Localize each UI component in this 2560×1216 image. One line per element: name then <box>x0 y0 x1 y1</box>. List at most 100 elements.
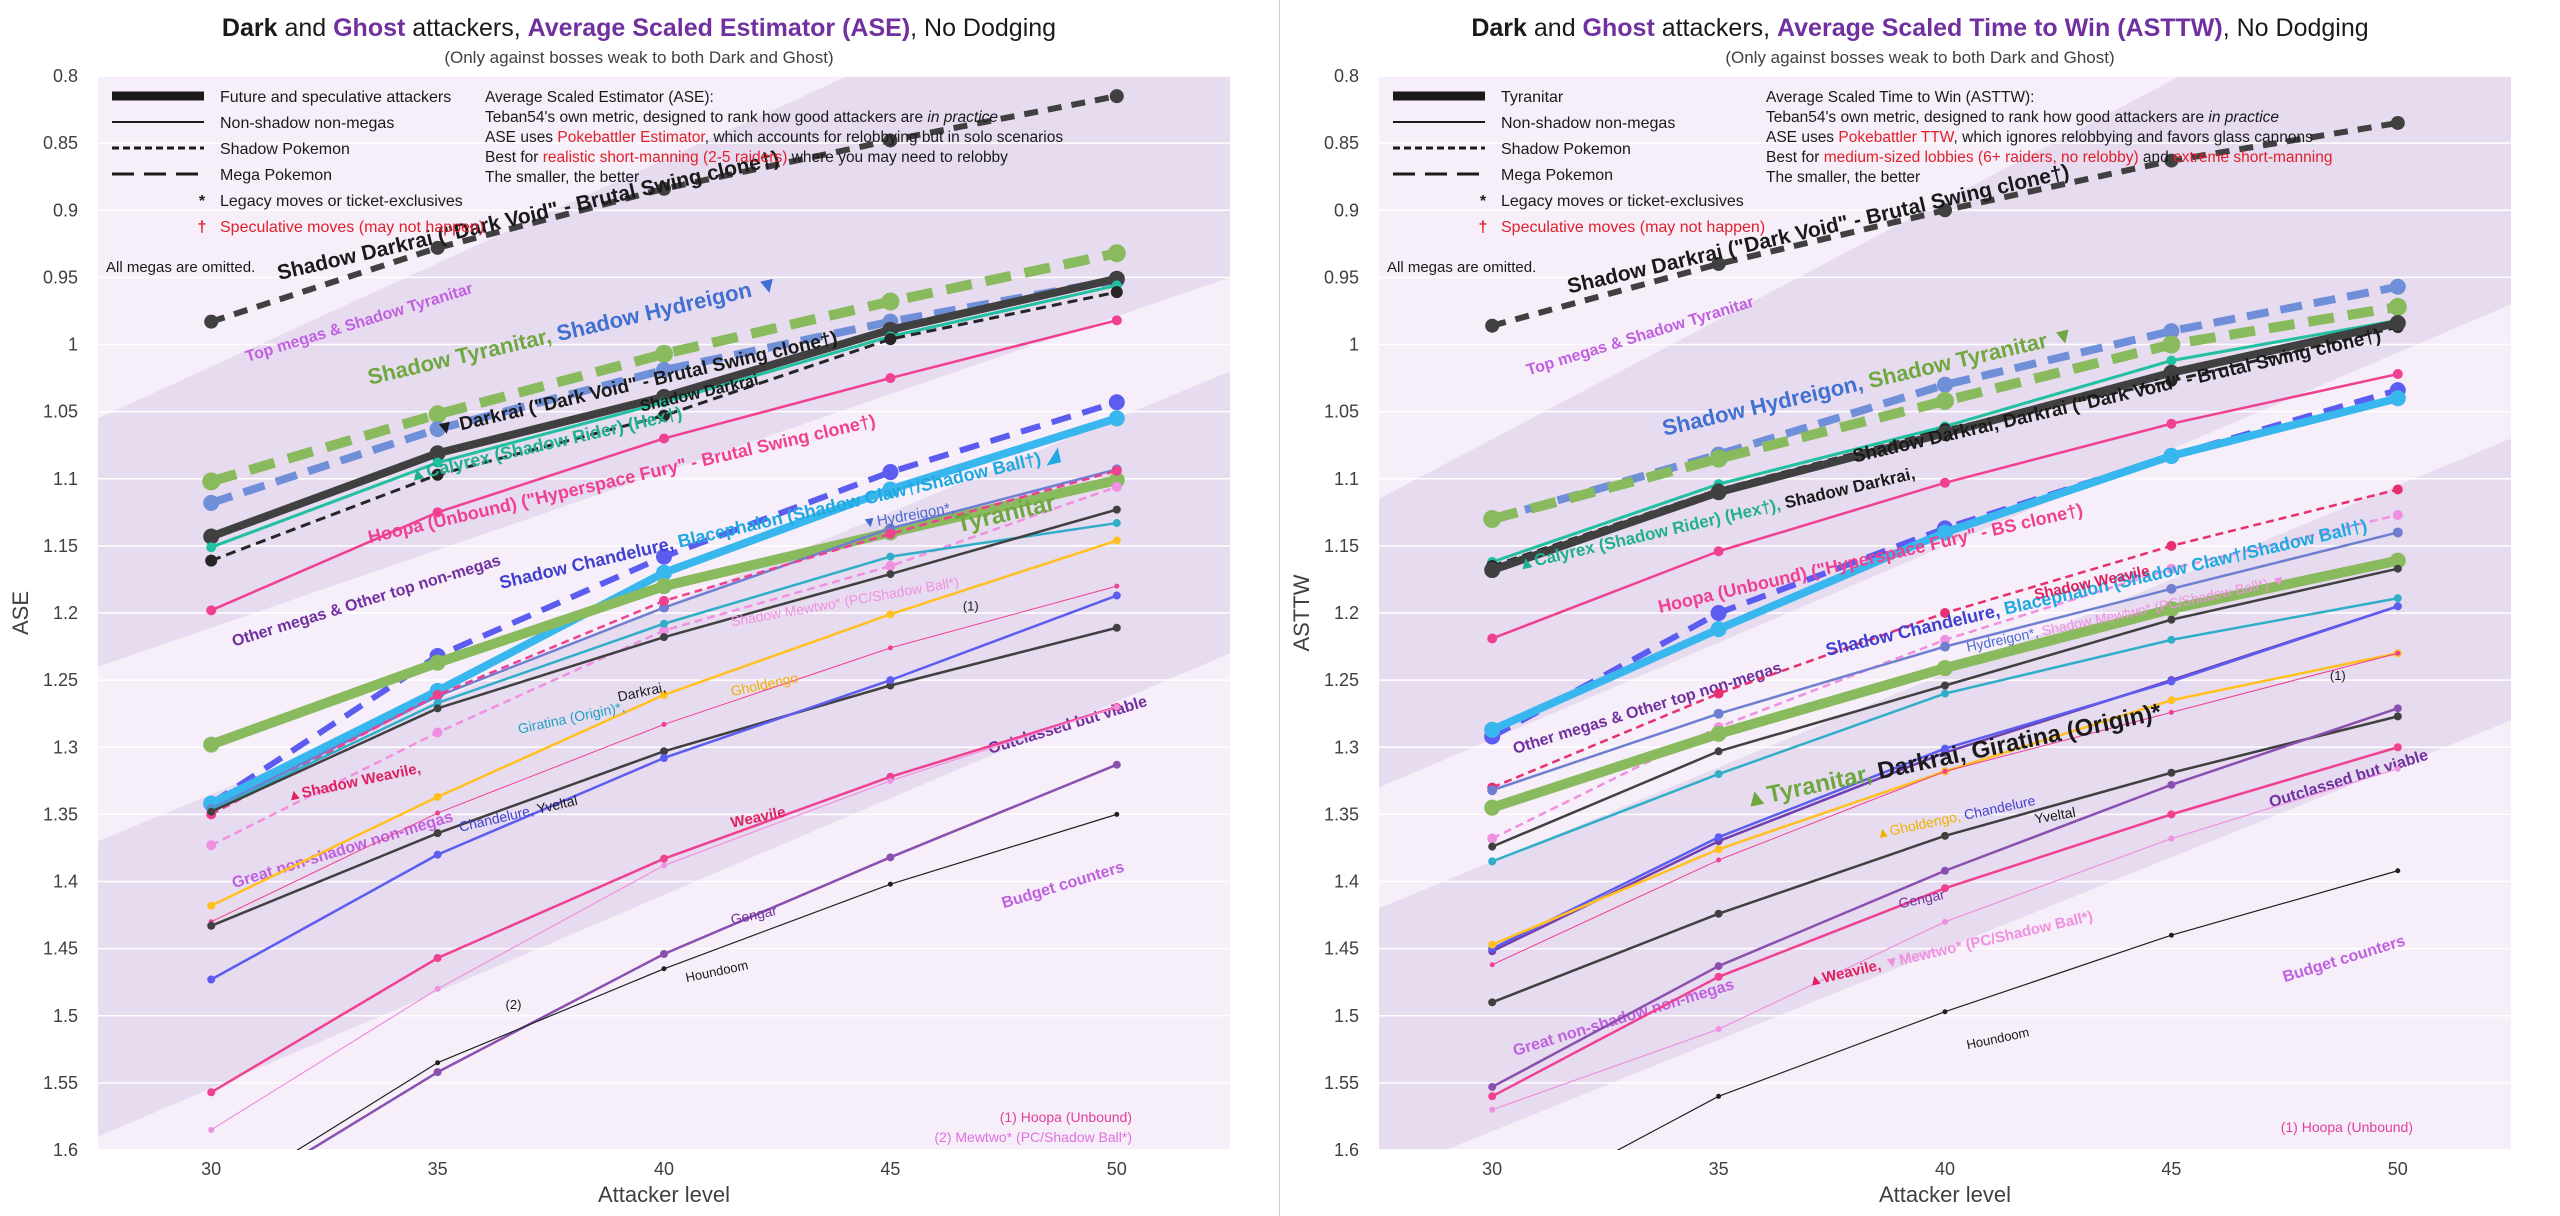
series-point <box>1716 1093 1722 1099</box>
series-point <box>886 853 895 862</box>
x-tick-label: 40 <box>654 1159 674 1179</box>
series-point <box>1714 833 1723 842</box>
series-point <box>1112 519 1121 528</box>
series-point <box>207 975 216 984</box>
series-point <box>656 362 672 379</box>
series-point <box>1488 1082 1497 1091</box>
legend-label: Non-shadow non-megas <box>220 115 394 132</box>
series-point <box>1484 562 1501 579</box>
series-point <box>1941 866 1949 875</box>
series-point <box>2163 364 2180 381</box>
series-point <box>432 457 443 468</box>
series-point <box>1111 465 1122 476</box>
x-tick-label: 30 <box>1482 1159 1502 1179</box>
y-tick-label: 1.3 <box>53 737 78 757</box>
x-tick-label: 35 <box>428 1159 448 1179</box>
series-point <box>2166 418 2177 429</box>
y-tick-label: 1.4 <box>1334 872 1359 892</box>
series-point <box>1112 623 1121 632</box>
series-point <box>1114 583 1120 589</box>
series-point <box>885 528 896 539</box>
y-tick-label: 1.55 <box>43 1073 78 1093</box>
megas-note: All megas are omitted. <box>1387 259 1536 276</box>
series-point <box>1941 831 1949 840</box>
series-point <box>661 721 667 727</box>
series-point <box>2394 765 2401 772</box>
description-part: , which accounts for relobbying but in s… <box>705 129 1064 146</box>
series-point <box>657 181 671 196</box>
title-dark: Dark <box>221 14 278 42</box>
series-point <box>1710 484 1727 501</box>
series-point <box>1937 376 1953 393</box>
series-point <box>1940 641 1950 652</box>
series-point <box>2395 650 2401 656</box>
description-part: Teban54's own metric, designed to rank h… <box>1766 109 2208 126</box>
series-point <box>887 881 893 887</box>
series-point <box>2168 835 2175 842</box>
series-point <box>1937 524 1953 541</box>
series-point <box>1483 510 1502 529</box>
series-point <box>661 966 667 972</box>
y-tick-label: 1.25 <box>1324 670 1359 690</box>
series-point <box>655 344 673 363</box>
annotation-part: Yveltal <box>2033 804 2076 827</box>
series-point <box>1110 286 1123 299</box>
series-point <box>656 548 672 565</box>
series-point <box>1714 909 1723 918</box>
series-point <box>202 472 221 491</box>
series-point <box>1108 394 1125 411</box>
footnote: (1) Hoopa (Unbound) <box>1000 1109 1132 1125</box>
series-point <box>2393 564 2402 573</box>
description-part: in practice <box>927 109 998 126</box>
chart-subtitle: (Only against bosses weak to both Dark a… <box>1725 48 2115 67</box>
series-point <box>660 949 668 958</box>
series-point <box>1107 244 1126 263</box>
description-part: Best for <box>1766 149 1824 166</box>
description-part: where you may need to relobby <box>787 149 1008 166</box>
series-point <box>1940 477 1950 488</box>
series-annotation: (2) <box>506 997 522 1012</box>
series-point <box>2163 600 2180 617</box>
series-point <box>2392 369 2403 380</box>
description-part: Teban54's own metric, designed to rank h… <box>485 109 927 126</box>
series-point <box>883 133 898 148</box>
x-tick-label: 45 <box>2161 1159 2181 1179</box>
series-point <box>206 605 217 616</box>
series-point <box>2389 315 2406 332</box>
series-point <box>1485 318 1500 333</box>
series-point <box>1713 546 1724 557</box>
y-tick-label: 1.6 <box>1334 1140 1359 1160</box>
series-point <box>1937 660 1953 677</box>
series-point <box>433 850 442 859</box>
y-tick-label: 1.45 <box>1324 939 1359 959</box>
series-point <box>1112 536 1121 545</box>
description-part: The smaller, the better <box>485 169 639 186</box>
legend-label: Speculative moves (may not happen) <box>220 219 484 236</box>
series-point <box>432 507 443 518</box>
y-tick-label: 0.95 <box>1324 267 1359 287</box>
description-part: Pokebattler Estimator <box>557 129 705 146</box>
description-part: Average Scaled Time to Win (ASTTW): <box>1766 89 2034 106</box>
series-point <box>2393 712 2402 721</box>
series-point <box>2164 153 2179 168</box>
y-tick-label: 1 <box>68 335 78 355</box>
description-line: ASE uses Pokebattler TTW, which ignores … <box>1766 129 2313 146</box>
series-point <box>432 727 443 738</box>
series-point <box>2163 323 2180 340</box>
series-point <box>207 901 216 910</box>
description-line: The smaller, the better <box>485 169 639 186</box>
y-tick-label: 1.05 <box>1324 402 1359 422</box>
series-point <box>660 633 668 642</box>
series-line <box>209 248 1118 487</box>
description-part: ASE uses <box>485 129 557 146</box>
title-ghost: Ghost <box>333 14 406 42</box>
x-tick-label: 40 <box>1935 1159 1955 1179</box>
series-point <box>209 1201 214 1206</box>
description-line: Average Scaled Estimator (ASE): <box>485 89 714 106</box>
annotation-part: (1) <box>963 598 979 613</box>
series-point <box>1487 633 1498 644</box>
description-line: The smaller, the better <box>1766 169 1920 186</box>
series-point <box>2395 868 2401 874</box>
y-tick-label: 1 <box>1349 335 1359 355</box>
